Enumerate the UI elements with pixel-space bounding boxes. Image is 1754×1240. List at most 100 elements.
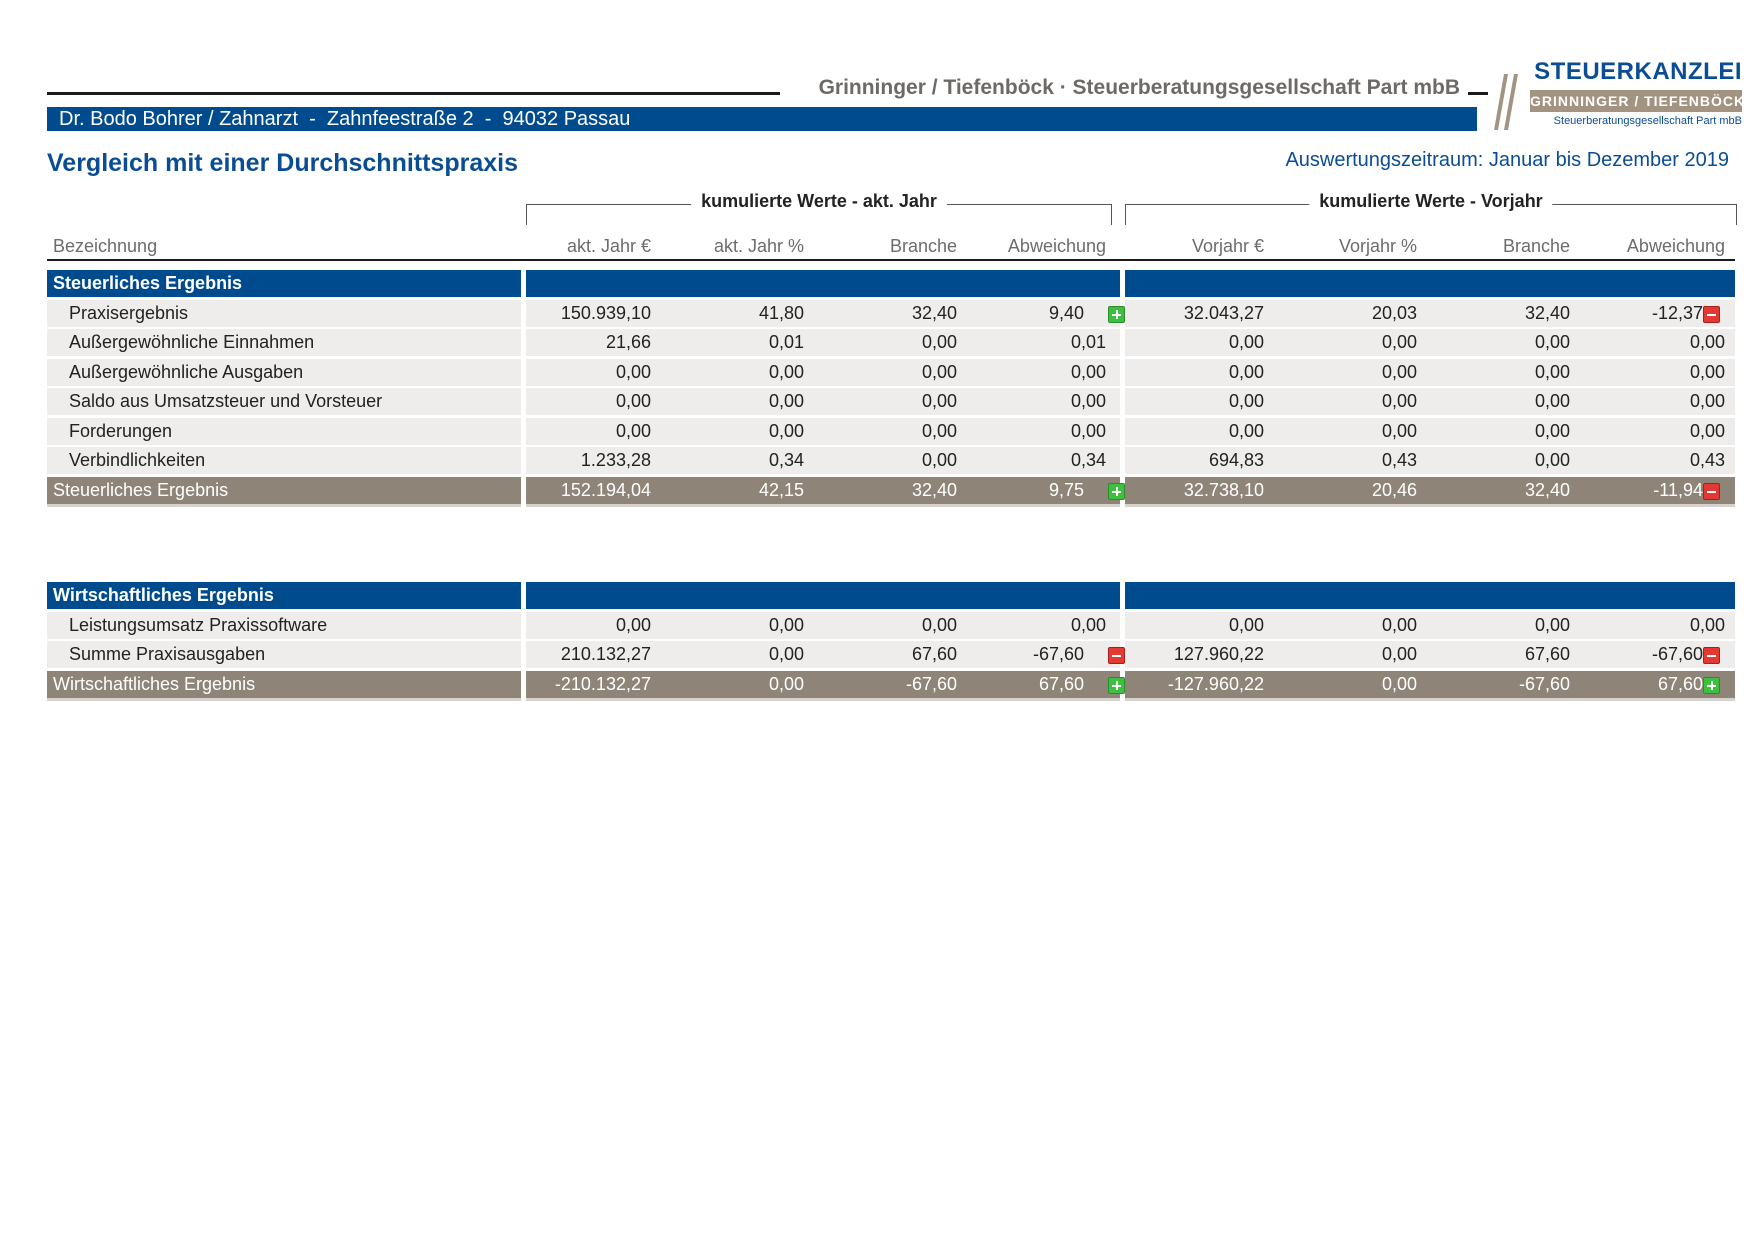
value-cell: 67,60 — [1524, 644, 1570, 664]
value-cell: 9,75 — [1048, 479, 1084, 500]
value-cell: -67,60 — [905, 673, 957, 694]
table-row: Verbindlichkeiten 1.233,28 0,34 0,00 0,34 694… — [0, 447, 1754, 474]
value-cell: 0,00 — [921, 391, 957, 411]
value-cell: 694,83 — [1208, 450, 1264, 470]
value-cell: 0,00 — [1689, 361, 1725, 382]
value-cell: 0,01 — [1070, 332, 1106, 352]
value-cell: 0,00 — [1381, 332, 1417, 352]
value-cell: -12,37 — [1651, 302, 1703, 323]
minus-icon — [1108, 647, 1125, 664]
minus-icon — [1703, 647, 1720, 664]
value-cell: 0,00 — [1070, 391, 1106, 411]
value-cell: 0,00 — [1228, 420, 1264, 441]
table-row: Summe Praxisausgaben 210.132,27 0,00 67,60 -… — [0, 641, 1754, 668]
value-cell: 150.939,10 — [560, 302, 651, 323]
value-cell: 0,00 — [1381, 644, 1417, 664]
row-label: Wirtschaftliches Ergebnis — [53, 585, 274, 605]
value-cell: -67,60 — [1518, 673, 1570, 694]
value-cell: 0,00 — [921, 361, 957, 382]
value-cell: 1.233,28 — [580, 450, 651, 470]
value-cell: 32.738,10 — [1183, 479, 1264, 500]
row-background — [47, 329, 521, 356]
table-row: Saldo aus Umsatzsteuer und Vorsteuer 0,00… — [0, 388, 1754, 415]
row-background — [1125, 611, 1735, 639]
row-background — [1125, 670, 1735, 701]
row-background — [526, 388, 1120, 415]
value-cell: 32,40 — [911, 302, 957, 323]
value-cell: 0,00 — [1534, 361, 1570, 382]
column-header-prev-branche: Branche — [1502, 236, 1570, 256]
value-cell: 0,00 — [1381, 614, 1417, 635]
value-cell: 0,34 — [1070, 450, 1106, 470]
value-cell: 0,43 — [1689, 450, 1725, 470]
row-background — [526, 641, 1120, 668]
logo-subtitle: Steuerberatungsgesellschaft Part mbB — [1553, 115, 1742, 127]
value-cell: -210.132,27 — [554, 673, 651, 694]
value-cell: 67,60 — [1038, 673, 1084, 694]
row-background — [47, 641, 521, 668]
firm-name: Grinninger / Tiefenböck · Steuerberatung… — [818, 76, 1460, 99]
column-header-prev-pct: Vorjahr % — [1338, 236, 1417, 256]
value-cell: 0,00 — [1689, 420, 1725, 441]
logo-stripes-icon — [1494, 74, 1518, 130]
row-background — [1125, 388, 1735, 415]
value-cell: -127.960,22 — [1167, 673, 1264, 694]
column-header-label: Bezeichnung — [53, 236, 158, 256]
value-cell: 32,40 — [1524, 479, 1570, 500]
row-background — [1125, 358, 1735, 386]
row-background — [47, 358, 521, 386]
value-cell: 0,00 — [921, 332, 957, 352]
value-cell: 0,00 — [768, 361, 804, 382]
value-cell: 0,00 — [615, 420, 651, 441]
row-background — [1125, 476, 1735, 507]
value-cell: 0,00 — [1534, 450, 1570, 470]
value-cell: 9,40 — [1048, 302, 1084, 323]
group-previous-label: kumulierte Werte - Vorjahr — [1309, 191, 1553, 212]
value-cell: 0,00 — [768, 644, 804, 664]
table-row: Leistungsumsatz Praxissoftware 0,00 0,00 0,… — [0, 611, 1754, 639]
row-background — [1125, 270, 1735, 297]
value-cell: 127.960,22 — [1173, 644, 1264, 664]
evaluation-period: Auswertungszeitraum: Januar bis Dezember… — [1285, 149, 1729, 171]
value-cell: 67,60 — [911, 644, 957, 664]
plus-icon — [1703, 676, 1720, 694]
value-cell: 0,00 — [921, 450, 957, 470]
row-background — [1125, 299, 1735, 327]
section-header: Steuerliches Ergebnis — [0, 270, 1754, 297]
row-background — [526, 299, 1120, 327]
value-cell: 0,00 — [1381, 673, 1417, 694]
column-header-prev-diff: Abweichung — [1626, 236, 1725, 256]
value-cell: 0,00 — [1070, 614, 1106, 635]
value-cell: 20,03 — [1371, 302, 1417, 323]
value-cell: 0,01 — [768, 332, 804, 352]
minus-icon — [1703, 482, 1720, 500]
value-cell: 0,34 — [768, 450, 804, 470]
row-background — [47, 299, 521, 327]
row-label: Steuerliches Ergebnis — [53, 273, 243, 293]
value-cell: 0,00 — [768, 420, 804, 441]
value-cell: 152.194,04 — [560, 479, 651, 500]
group-previous-year: kumulierte Werte - Vorjahr — [1125, 191, 1737, 225]
table-row: Außergewöhnliche Ausgaben 0,00 0,00 0,00 0,0… — [0, 358, 1754, 386]
value-cell: 0,00 — [1381, 420, 1417, 441]
row-label: Summe Praxisausgaben — [69, 644, 266, 664]
value-cell: 0,00 — [1534, 332, 1570, 352]
value-cell: 0,00 — [768, 673, 804, 694]
table-row: Praxisergebnis 150.939,10 41,80 32,40 9,40 32… — [0, 299, 1754, 327]
value-cell: 210.132,27 — [560, 644, 651, 664]
row-label: Außergewöhnliche Einnahmen — [69, 332, 315, 352]
value-cell: 0,00 — [1689, 391, 1725, 411]
plus-icon — [1108, 676, 1125, 694]
row-background — [526, 611, 1120, 639]
value-cell: 41,80 — [758, 302, 804, 323]
column-header-cur-diff: Abweichung — [1007, 236, 1106, 256]
row-background — [1125, 447, 1735, 474]
column-header-cur-branche: Branche — [889, 236, 957, 256]
row-label: Praxisergebnis — [69, 302, 189, 323]
row-background — [47, 582, 521, 609]
value-cell: 0,00 — [768, 391, 804, 411]
logo-title: STEUERKANZLEI — [1534, 58, 1742, 85]
value-cell: 0,00 — [768, 614, 804, 635]
value-cell: 0,00 — [1534, 391, 1570, 411]
row-background — [526, 329, 1120, 356]
